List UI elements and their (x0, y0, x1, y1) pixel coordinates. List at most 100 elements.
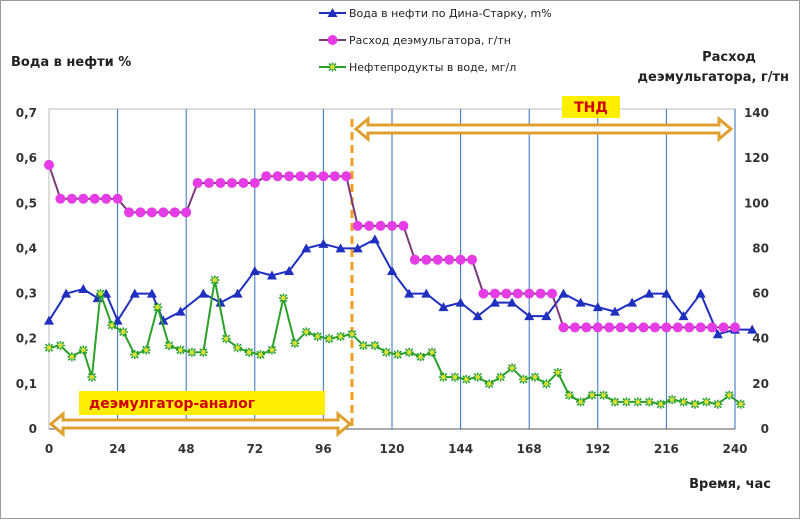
data-point (335, 243, 346, 253)
data-point (55, 193, 66, 204)
data-point (158, 207, 169, 218)
y-right-tick-label: 0 (761, 422, 769, 436)
data-point (129, 288, 140, 298)
data-point (67, 352, 77, 362)
data-point (370, 340, 380, 350)
y-left-tick-label: 0,7 (16, 106, 37, 120)
data-point (153, 302, 163, 312)
data-point (175, 306, 186, 316)
data-point (249, 266, 260, 275)
data-point (266, 270, 277, 280)
series-0 (44, 234, 758, 339)
data-point (244, 347, 254, 357)
data-point (364, 220, 375, 231)
data-point (496, 372, 506, 382)
data-point (232, 288, 243, 298)
data-point (238, 177, 249, 188)
y-left-tick-label: 0 (29, 422, 37, 436)
legend-item: Вода в нефти по Дина-Старку, m% (319, 7, 552, 20)
data-point (278, 293, 288, 303)
data-point (301, 243, 312, 253)
x-tick-label: 48 (178, 442, 195, 456)
data-point (158, 315, 169, 325)
data-point (524, 288, 535, 299)
data-point (169, 207, 180, 218)
data-point (210, 275, 220, 285)
data-point (146, 288, 157, 298)
data-point (44, 159, 54, 170)
data-point (713, 399, 723, 409)
data-point (249, 177, 260, 188)
analog-arrow (48, 410, 353, 438)
data-point (416, 352, 426, 362)
series-2 (44, 275, 746, 409)
data-point (644, 397, 654, 407)
data-point (233, 343, 243, 353)
tnd-label-box (562, 96, 620, 118)
x-tick-label: 216 (654, 442, 679, 456)
legend-label: Расход деэмульгатора, г/тн (349, 34, 511, 47)
data-point (358, 340, 368, 350)
data-point (198, 288, 209, 298)
data-point (690, 399, 700, 409)
data-point (381, 347, 391, 357)
data-point (730, 322, 740, 333)
data-point (78, 193, 89, 204)
data-point (558, 288, 569, 298)
data-point (679, 397, 689, 407)
data-point (78, 345, 88, 355)
data-point (553, 368, 563, 378)
data-point (267, 345, 277, 355)
data-point (512, 288, 523, 299)
ticks: 0 24 48 72 96 120 144 168 192 216 240 0 0,1 0,2 0,3 0,4… (16, 106, 769, 456)
data-point (295, 171, 306, 182)
data-point (404, 288, 415, 298)
data-point (507, 297, 518, 307)
data-point (55, 340, 65, 350)
data-point (341, 171, 352, 182)
data-point (118, 327, 128, 337)
grid (48, 108, 736, 430)
data-point (450, 372, 460, 382)
data-point (455, 254, 466, 265)
legend-label: Нефтепродукты в воде, мг/л (349, 61, 516, 74)
data-point (592, 322, 603, 333)
data-point (712, 329, 723, 339)
y-right-label-line1: Расход (702, 50, 756, 65)
data-point (44, 315, 54, 325)
series-line (48, 279, 742, 406)
data-point (558, 322, 569, 333)
data-point (112, 193, 123, 204)
data-point (695, 322, 706, 333)
data-point (421, 254, 432, 265)
data-point (198, 347, 208, 357)
data-point (649, 322, 660, 333)
data-point (409, 254, 420, 265)
data-point (724, 390, 734, 400)
data-point (124, 207, 135, 218)
data-point (472, 311, 483, 321)
y-right-label-line2: деэмульгатора, г/тн (638, 70, 790, 85)
data-point (318, 171, 329, 182)
legend-item: Нефтепродукты в воде, мг/л (319, 61, 516, 74)
data-point (352, 220, 363, 231)
x-tick-label: 96 (315, 442, 332, 456)
data-point (455, 297, 466, 307)
data-point (187, 347, 197, 357)
data-point (215, 177, 226, 188)
data-point (473, 372, 483, 382)
x-tick-label: 72 (246, 442, 263, 456)
data-point (467, 254, 478, 265)
y-left-tick-label: 0,6 (16, 151, 37, 165)
y-right-tick-label: 60 (752, 287, 769, 301)
x-tick-label: 24 (109, 442, 126, 456)
data-point (226, 177, 237, 188)
data-point (369, 234, 380, 244)
data-point (328, 62, 337, 72)
x-tick-label: 168 (517, 442, 542, 456)
axis-labels: Вода в нефти % Расход деэмульгатора, г/тн В… (11, 50, 789, 492)
annotations: ТНД деэмулгатор-аналог (48, 96, 734, 438)
data-point (318, 238, 329, 248)
data-point (535, 288, 546, 299)
